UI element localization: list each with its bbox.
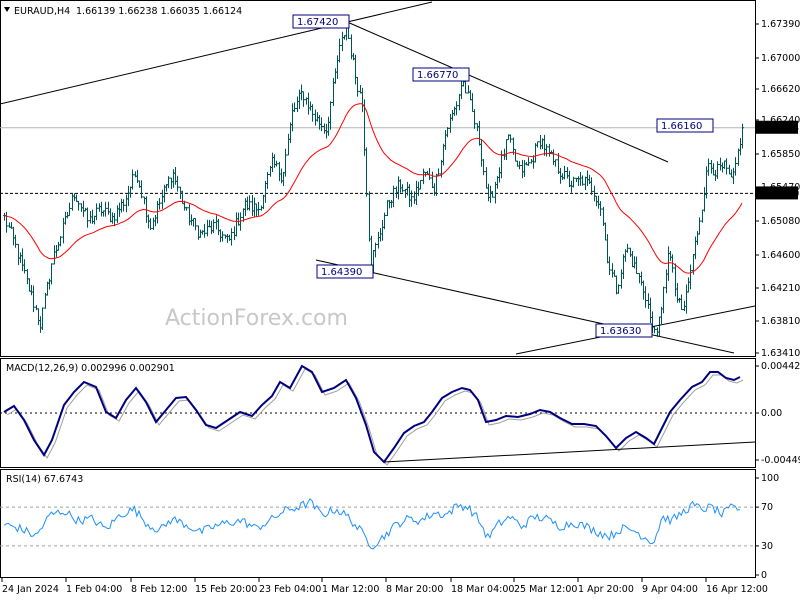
time-axis-label: 1 Apr 20:00	[578, 584, 634, 595]
falling-resistance-trendline	[344, 20, 669, 163]
price-axis-label: 1.67390	[761, 19, 800, 30]
level-box	[412, 67, 470, 82]
price-axis-label: 1.66240	[761, 115, 800, 126]
rsi-axis-label: 70	[761, 502, 773, 513]
macd-axis-label: -0.004493	[761, 455, 800, 466]
price-axis-label: 1.64210	[761, 283, 800, 294]
price-axis-label: 1.63410	[761, 348, 800, 359]
price-axis-label: 1.63810	[761, 316, 800, 327]
rsi-axis-label: 30	[761, 541, 773, 552]
time-axis-label: 8 Mar 20:00	[386, 584, 443, 595]
level-box	[595, 323, 653, 338]
price-axis-label: 1.65080	[761, 216, 800, 227]
watermark: ActionForex.com	[165, 306, 348, 331]
macd-axis-label: 0.004426	[761, 361, 800, 372]
current-price-label: 1.66124	[760, 123, 799, 134]
time-axis-label: 1 Feb 04:00	[66, 584, 122, 595]
time-axis-label: 18 Mar 04:00	[451, 584, 514, 595]
price-axis-label: 1.66620	[761, 84, 800, 95]
collapse-arrow-icon[interactable]	[4, 7, 10, 12]
rsi-panel-frame	[0, 469, 756, 578]
rsi-axis-label: 100	[761, 473, 779, 484]
level-box-label: 1.66160	[661, 121, 702, 132]
level-box	[292, 14, 350, 29]
macd-axis-label: 0.00	[761, 408, 782, 419]
macd-layer	[0, 364, 756, 466]
level-box-label: 1.64390	[321, 267, 362, 278]
rsi-axis-label: 0	[761, 570, 767, 581]
macd-label: MACD(12,26,9) 0.002996 0.002901	[6, 363, 175, 374]
price-panel-frame	[0, 0, 756, 357]
time-axis-label: 23 Feb 04:00	[259, 584, 321, 595]
time-axis-label: 8 Feb 12:00	[131, 584, 187, 595]
price-layer: 1.67420 1.66770 1.66160 1.64390 1.63630	[0, 1, 756, 355]
macd-panel-frame	[0, 358, 756, 468]
price-axis-label: 1.67000	[761, 53, 800, 64]
upper-channel-trendline	[0, 1, 433, 105]
macd-line	[3, 364, 741, 464]
level-box	[316, 264, 374, 279]
moving-average-line	[3, 103, 743, 274]
rsi-layer	[0, 497, 755, 550]
level-box-label: 1.63630	[600, 326, 641, 337]
time-axis-label: 16 Apr 12:00	[706, 584, 768, 595]
ohlc-label: 1.66139 1.66238 1.66035 1.66124	[76, 6, 242, 17]
macd-trendline	[383, 441, 756, 463]
time-axis-label: 24 Jan 2024	[2, 584, 59, 595]
time-axis-label: 1 Mar 12:00	[322, 584, 379, 595]
falling-support-trendline	[315, 259, 735, 354]
support-price-label: 1.65340	[760, 188, 799, 199]
price-axis-label: 1.65850	[761, 149, 800, 160]
symbol-label: EURAUD,H4	[14, 6, 70, 17]
current-price-box	[756, 120, 798, 134]
level-box-label: 1.66770	[417, 70, 458, 81]
level-box	[656, 118, 714, 133]
support-price-box	[756, 186, 798, 200]
rsi-line	[3, 497, 740, 550]
rsi-label: RSI(14) 67.6743	[6, 474, 83, 485]
level-box-label: 1.67420	[297, 17, 338, 28]
axis-layer: 1.673901.670001.666201.662401.658501.654…	[1, 19, 800, 595]
price-axis-label: 1.64600	[761, 250, 800, 261]
macd-signal-line	[6, 368, 744, 466]
time-axis-label: 9 Apr 04:00	[642, 584, 698, 595]
time-axis-label: 25 Mar 12:00	[514, 584, 577, 595]
time-axis-label: 15 Feb 20:00	[195, 584, 257, 595]
